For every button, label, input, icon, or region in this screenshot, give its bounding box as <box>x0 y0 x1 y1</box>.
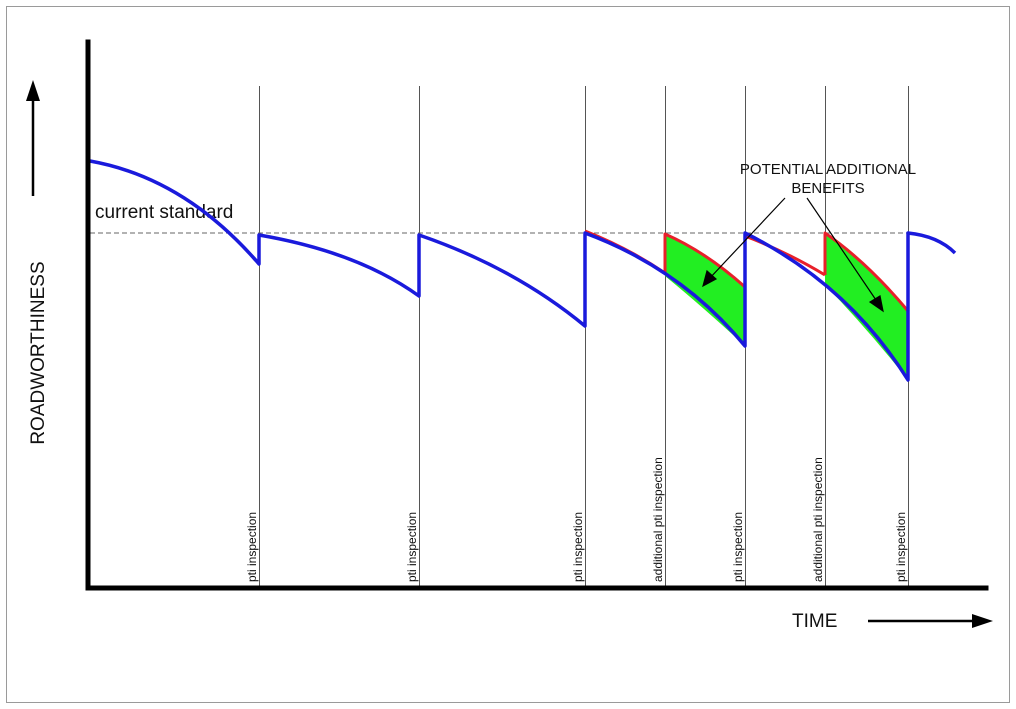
benefit-arrow <box>708 197 786 280</box>
frame <box>6 6 1010 703</box>
benefit-areas <box>665 233 908 380</box>
inspection-label: additional pti inspection <box>651 457 665 582</box>
x-axis-label: TIME <box>792 611 837 632</box>
inspection-label: pti inspection <box>245 512 259 582</box>
x-axis-arrow <box>868 614 993 628</box>
benefit-area <box>825 233 908 380</box>
benefit-arrow <box>806 197 879 304</box>
benefits-label-line2: BENEFITS <box>791 180 864 197</box>
arrow-head <box>868 295 884 313</box>
inspection-label: pti inspection <box>571 512 585 582</box>
benefit-area <box>665 234 745 346</box>
y-axis-label: ROADWORTHINESS <box>28 261 49 444</box>
inspection-label: pti inspection <box>731 512 745 582</box>
inspection-labels: pti inspection pti inspection pti inspec… <box>245 457 908 582</box>
benefits-label-line1: POTENTIAL ADDITIONAL <box>740 161 916 178</box>
benefit-arrows <box>702 197 884 313</box>
arrow-head <box>702 269 718 288</box>
y-axis-arrow <box>26 80 40 196</box>
inspection-label: additional pti inspection <box>811 457 825 582</box>
axes <box>85 39 989 591</box>
baseline-curve <box>89 159 957 382</box>
inspection-label: pti inspection <box>894 512 908 582</box>
inspection-label: pti inspection <box>405 512 419 582</box>
